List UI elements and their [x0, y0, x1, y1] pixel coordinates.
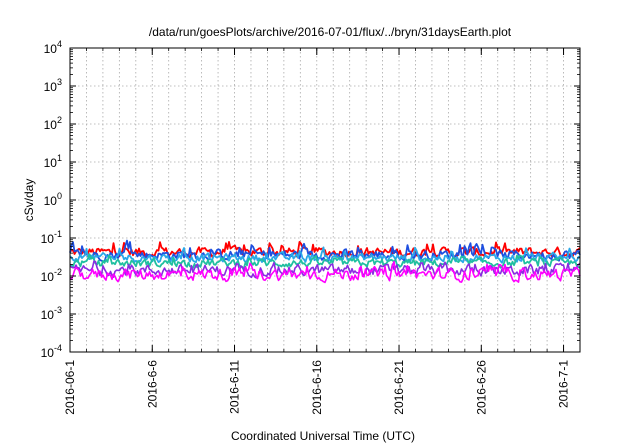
- y-tick-label-exponent: -2: [54, 267, 62, 277]
- y-tick-label-base: 10: [44, 156, 58, 170]
- y-tick-label-base: 10: [44, 80, 58, 94]
- y-tick-label-exponent: -3: [54, 305, 62, 315]
- y-tick-label-base: 10: [41, 346, 55, 360]
- y-tick-label-exponent: 3: [57, 77, 62, 87]
- x-tick-label: 2016-6-26: [474, 360, 488, 415]
- x-tick-label: 2016-6-6: [145, 360, 159, 408]
- x-tick-label: 2016-6-16: [310, 360, 324, 415]
- x-tick-labels: 2016-06-1 2016-6-6 2016-6-11 2016-6-16 2016-…: [63, 360, 571, 415]
- y-tick-label: 100: [44, 191, 62, 208]
- series-line: [69, 246, 580, 264]
- y-tick-label-exponent: -1: [54, 229, 62, 239]
- x-tick-label: 2016-6-11: [228, 360, 242, 414]
- chart-title: /data/run/goesPlots/archive/2016-07-01/f…: [149, 25, 512, 39]
- y-tick-label: 101: [44, 153, 62, 170]
- series-line: [69, 260, 581, 284]
- y-tick-label: 10-3: [41, 305, 62, 322]
- y-tick-label: 10-2: [41, 267, 62, 284]
- y-tick-label-exponent: 1: [57, 153, 62, 163]
- y-tick-label-exponent: -4: [54, 343, 62, 353]
- y-tick-label-base: 10: [44, 118, 58, 132]
- y-tick-label: 104: [44, 39, 62, 56]
- x-axis-label: Coordinated Universal Time (UTC): [231, 429, 415, 443]
- y-tick-label-exponent: 0: [57, 191, 62, 201]
- y-tick-label-exponent: 2: [57, 115, 62, 125]
- data-series: [69, 239, 581, 284]
- y-axis-label: cSv/day: [22, 179, 36, 222]
- y-tick-label-base: 10: [44, 194, 58, 208]
- y-tick-label-base: 10: [41, 308, 55, 322]
- series-line: [69, 253, 581, 269]
- y-tick-label: 10-4: [41, 343, 62, 360]
- y-tick-label-base: 10: [44, 42, 58, 56]
- x-tick-label: 2016-06-1: [63, 360, 77, 415]
- x-tick-label: 2016-7-1: [557, 360, 571, 408]
- y-tick-label: 103: [44, 77, 62, 94]
- axis-ticks: [69, 47, 580, 353]
- y-tick-label: 10-1: [41, 229, 62, 246]
- y-tick-label-base: 10: [41, 270, 55, 284]
- y-tick-label-exponent: 4: [57, 39, 62, 49]
- x-tick-label: 2016-6-21: [392, 360, 406, 415]
- y-tick-label-base: 10: [41, 232, 55, 246]
- grid-lines: [70, 48, 580, 352]
- y-tick-label: 102: [44, 115, 62, 132]
